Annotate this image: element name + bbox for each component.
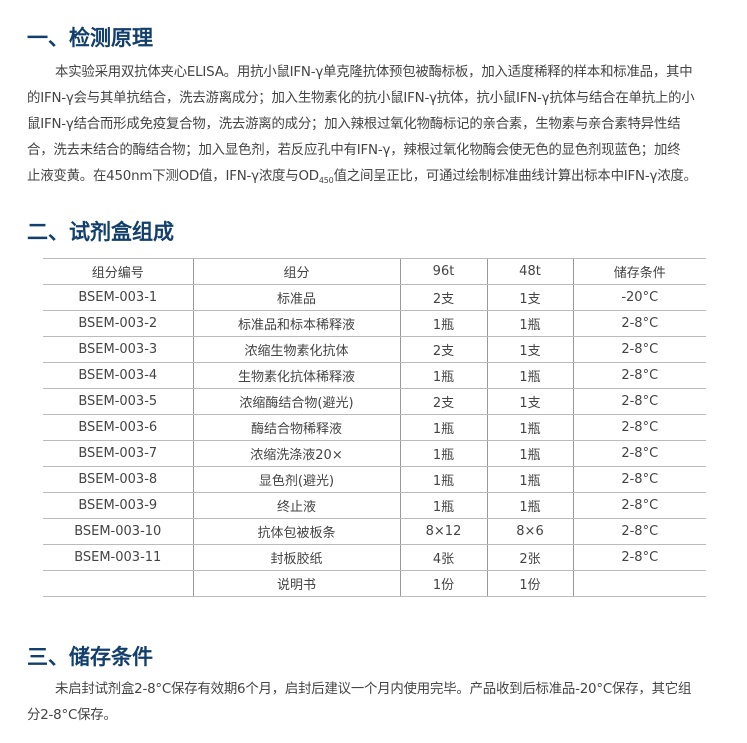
table-cell: 2-8°C [572,310,706,337]
table-cell: 1瓶 [399,362,487,389]
table-cell: 1瓶 [399,414,487,441]
paragraph-line: 鼠IFN-γ结合而形成免疫复合物，洗去游离的成分；加入辣根过氧化物酶标记的亲合素… [27,117,681,132]
table-cell: BSEM-003-6 [43,414,193,441]
table-cell: 说明书 [192,570,400,597]
table-cell: 1瓶 [399,310,487,337]
table-cell [43,570,193,597]
table-cell: 1瓶 [486,466,573,493]
table-cell: BSEM-003-5 [43,388,193,415]
text: 止液变黄。在450nm下测OD值，IFN-γ浓度与OD [27,169,319,184]
table-row: BSEM-003-3 浓缩生物素化抗体 2支 1支 2-8°C [43,336,706,363]
subscript: 450 [318,176,334,185]
table-cell: 2-8°C [572,492,706,519]
table-cell: BSEM-003-8 [43,466,193,493]
table-cell: 终止液 [192,492,400,519]
storage-paragraph: 未启封试剂盒2-8°C保存有效期6个月，启封后建议一个月内使用完毕。产品收到后标… [27,677,727,729]
section-title-kit-components: 二、试剂盒组成 [27,220,174,244]
table-cell: 1瓶 [399,466,487,493]
table-cell: 2-8°C [572,440,706,467]
table-row: BSEM-003-2 标准品和标本稀释液 1瓶 1瓶 2-8°C [43,310,706,337]
table-cell: 显色剂(避光) [192,466,400,493]
table-cell: 1支 [486,336,573,363]
table-cell: 2支 [399,284,487,311]
table-cell: 标准品和标本稀释液 [192,310,400,337]
paragraph-line: 的IFN-γ会与其单抗结合，洗去游离成分；加入生物素化的抗小鼠IFN-γ抗体，抗… [27,91,695,106]
column-header: 48t [486,258,573,285]
table-cell: 1瓶 [399,440,487,467]
table-cell: 浓缩洗涤液20× [192,440,400,467]
table-cell: 2张 [486,544,573,571]
table-cell: BSEM-003-10 [43,518,193,545]
table-row: BSEM-003-7 浓缩洗涤液20× 1瓶 1瓶 2-8°C [43,440,706,467]
table-cell: BSEM-003-9 [43,492,193,519]
table-cell: 酶结合物稀释液 [192,414,400,441]
table-row: BSEM-003-8 显色剂(避光) 1瓶 1瓶 2-8°C [43,466,706,493]
column-header: 储存条件 [572,258,706,285]
table-cell: 封板胶纸 [192,544,400,571]
column-header: 组分 [192,258,400,285]
table-cell: 8×6 [486,518,573,545]
table-cell: 2-8°C [572,518,706,545]
table-cell: 1份 [486,570,573,597]
table-cell [572,570,706,597]
table-cell: 浓缩酶结合物(避光) [192,388,400,415]
table-cell: 2-8°C [572,466,706,493]
table-cell: 2-8°C [572,388,706,415]
section-title-principle: 一、检测原理 [27,26,153,50]
table-cell: 标准品 [192,284,400,311]
table-cell: 浓缩生物素化抗体 [192,336,400,363]
table-cell: 2-8°C [572,414,706,441]
components-table: 组分编号 组分 96t 48t 储存条件 BSEM-003-1 标准品 2支 1支 -20°C B… [43,258,706,597]
table-row: 说明书 1份 1份 [43,570,706,597]
table-cell: 1瓶 [486,492,573,519]
table-cell: -20°C [572,284,706,311]
table-row: BSEM-003-10 抗体包被板条 8×12 8×6 2-8°C [43,518,706,545]
table-header-row: 组分编号 组分 96t 48t 储存条件 [43,258,706,285]
table-cell: BSEM-003-4 [43,362,193,389]
paragraph-line: 止液变黄。在450nm下测OD值，IFN-γ浓度与OD450值之间呈正比，可通过… [27,164,727,190]
table-cell: 4张 [399,544,487,571]
table-cell: 生物素化抗体稀释液 [192,362,400,389]
table-cell: 2-8°C [572,362,706,389]
table-cell: BSEM-003-11 [43,544,193,571]
table-cell: 1瓶 [399,492,487,519]
table-cell: BSEM-003-3 [43,336,193,363]
table-row: BSEM-003-6 酶结合物稀释液 1瓶 1瓶 2-8°C [43,414,706,441]
table-cell: 1份 [399,570,487,597]
table-cell: BSEM-003-1 [43,284,193,311]
column-header: 96t [399,258,487,285]
principle-paragraph: 本实验采用双抗体夹心ELISA。用抗小鼠IFN-γ单克隆抗体预包被酶标板，加入适… [27,60,727,190]
table-cell: 2-8°C [572,544,706,571]
paragraph-line: 本实验采用双抗体夹心ELISA。用抗小鼠IFN-γ单克隆抗体预包被酶标板，加入适… [55,65,693,80]
text: 值之间呈正比，可通过绘制标准曲线计算出标本中IFN-γ浓度。 [333,169,697,184]
paragraph-line: 合，洗去未结合的酶结合物；加入显色剂，若反应孔中有IFN-γ，辣根过氧化物酶会使… [27,143,681,158]
table-cell: 2支 [399,388,487,415]
table-cell: 1瓶 [486,414,573,441]
table-cell: BSEM-003-2 [43,310,193,337]
table-cell: 1支 [486,284,573,311]
table-row: BSEM-003-4 生物素化抗体稀释液 1瓶 1瓶 2-8°C [43,362,706,389]
table-row: BSEM-003-1 标准品 2支 1支 -20°C [43,284,706,311]
column-header: 组分编号 [43,258,193,285]
table-cell: 8×12 [399,518,487,545]
paragraph-line: 未启封试剂盒2-8°C保存有效期6个月，启封后建议一个月内使用完毕。产品收到后标… [55,682,692,697]
table-cell: 1瓶 [486,310,573,337]
table-cell: 抗体包被板条 [192,518,400,545]
table-cell: 1瓶 [486,440,573,467]
table-row: BSEM-003-5 浓缩酶结合物(避光) 2支 1支 2-8°C [43,388,706,415]
table-cell: 1瓶 [486,362,573,389]
table-row: BSEM-003-11 封板胶纸 4张 2张 2-8°C [43,544,706,571]
table-cell: 2-8°C [572,336,706,363]
paragraph-line: 分2-8°C保存。 [27,708,117,723]
table-cell: 2支 [399,336,487,363]
table-cell: BSEM-003-7 [43,440,193,467]
section-title-storage: 三、储存条件 [27,645,153,669]
table-cell: 1支 [486,388,573,415]
table-row: BSEM-003-9 终止液 1瓶 1瓶 2-8°C [43,492,706,519]
